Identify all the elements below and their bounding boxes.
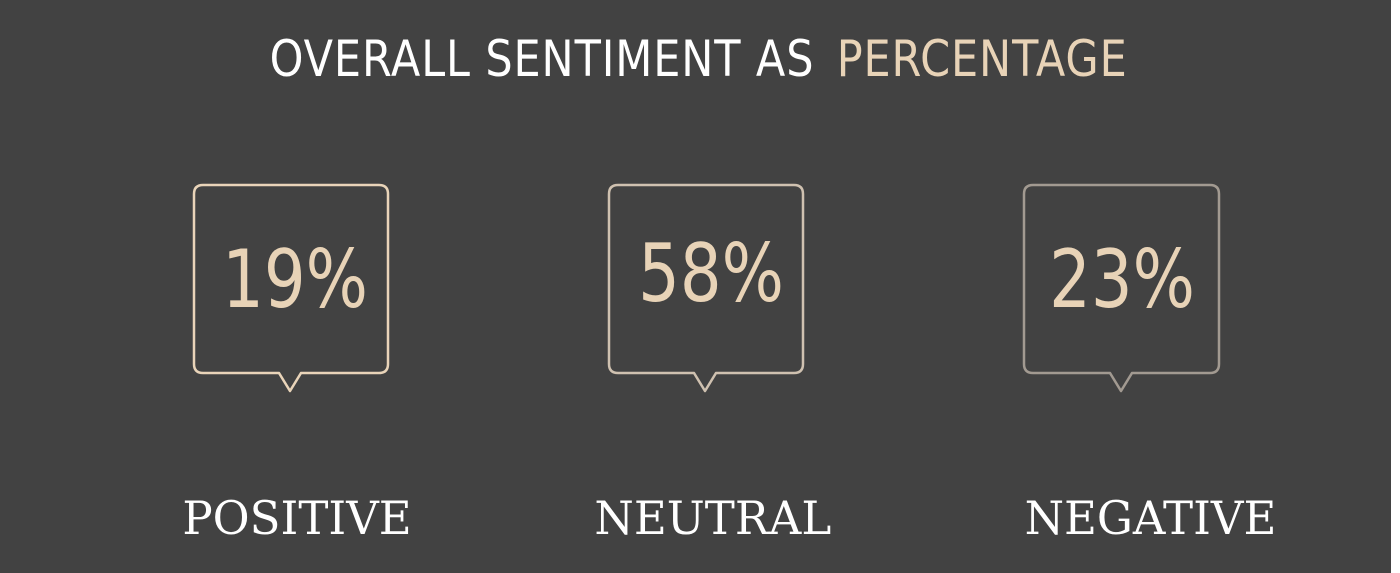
speech-bubble-icon: [1022, 183, 1221, 393]
speech-bubble-icon: [607, 183, 805, 393]
sentiment-value-positive: 19%: [222, 233, 368, 326]
page-edge: [1391, 0, 1400, 573]
sentiment-label-neutral: NEUTRAL: [594, 491, 832, 545]
sentiment-card-negative: 23%: [1022, 183, 1223, 394]
sentiment-label-negative: NEGATIVE: [1024, 491, 1277, 545]
sentiment-value-neutral: 58%: [638, 227, 784, 320]
sentiment-value-negative: 23%: [1049, 233, 1195, 326]
title-accent: PERCENTAGE: [836, 30, 1128, 88]
sentiment-card-neutral: 58%: [607, 183, 808, 394]
sentiment-label-positive: POSITIVE: [182, 491, 412, 545]
speech-bubble-icon: [192, 183, 390, 393]
sentiment-card-positive: 19%: [192, 183, 393, 394]
page-title: OVERALL SENTIMENT AS PERCENTAGE: [101, 24, 1297, 94]
title-primary: OVERALL SENTIMENT AS: [269, 30, 815, 88]
